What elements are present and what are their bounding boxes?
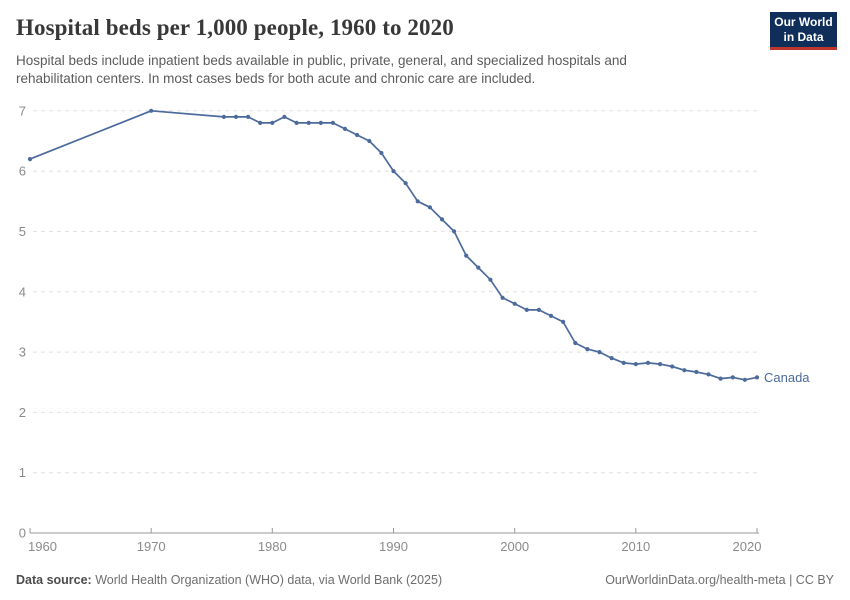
- data-point-marker[interactable]: [233, 114, 239, 119]
- data-point-marker[interactable]: [258, 120, 263, 125]
- data-point-marker[interactable]: [367, 138, 372, 144]
- chart-subtitle: Hospital beds include inpatient beds ava…: [16, 52, 850, 88]
- y-axis-tick-label: 2: [19, 405, 26, 420]
- data-point-marker[interactable]: [645, 360, 651, 365]
- data-point-marker[interactable]: [488, 277, 493, 282]
- data-point-marker[interactable]: [391, 169, 396, 174]
- data-point-marker[interactable]: [536, 307, 542, 312]
- data-point-marker[interactable]: [500, 295, 505, 300]
- x-axis-tick-label: 1960: [28, 539, 57, 554]
- data-point-marker[interactable]: [754, 375, 760, 380]
- series-end-label: Canada: [764, 370, 810, 385]
- chart-title: Hospital beds per 1,000 people, 1960 to …: [16, 15, 454, 40]
- data-point-marker[interactable]: [342, 126, 348, 131]
- data-point-marker[interactable]: [149, 108, 154, 113]
- data-point-marker[interactable]: [403, 181, 408, 186]
- data-point-marker[interactable]: [355, 132, 360, 138]
- data-point-marker[interactable]: [306, 120, 311, 125]
- data-point-marker[interactable]: [221, 114, 226, 119]
- owid-logo-line1: Our World: [774, 15, 833, 29]
- data-point-marker[interactable]: [658, 362, 663, 367]
- owid-logo[interactable]: Our World in Data: [770, 12, 837, 50]
- data-point-marker[interactable]: [439, 217, 445, 222]
- data-point-marker[interactable]: [379, 150, 384, 156]
- chart-header: Hospital beds per 1,000 people, 1960 to …: [0, 0, 850, 88]
- data-point-marker[interactable]: [27, 157, 33, 162]
- data-point-marker[interactable]: [694, 369, 699, 375]
- y-axis-tick-label: 3: [19, 345, 26, 360]
- data-point-marker[interactable]: [318, 120, 323, 125]
- y-axis-tick-label: 0: [19, 526, 26, 541]
- data-point-marker[interactable]: [476, 265, 481, 270]
- data-point-marker[interactable]: [524, 307, 529, 312]
- data-point-marker[interactable]: [512, 301, 517, 306]
- data-point-marker[interactable]: [730, 375, 735, 380]
- data-point-marker[interactable]: [682, 368, 687, 373]
- data-source-label: Data source:: [16, 573, 92, 587]
- data-point-marker[interactable]: [427, 205, 432, 210]
- data-point-marker[interactable]: [609, 356, 614, 361]
- data-point-marker[interactable]: [270, 120, 275, 125]
- data-point-marker[interactable]: [415, 199, 420, 204]
- data-point-marker[interactable]: [585, 347, 590, 352]
- chart-footer: Data source: World Health Organization (…: [16, 573, 834, 587]
- data-point-marker[interactable]: [561, 319, 566, 324]
- y-axis-tick-label: 1: [19, 465, 26, 480]
- attribution-link[interactable]: OurWorldinData.org/health-meta | CC BY: [605, 573, 834, 587]
- data-point-marker[interactable]: [670, 364, 675, 369]
- y-axis-tick-label: 4: [19, 284, 26, 299]
- data-point-marker[interactable]: [294, 120, 299, 125]
- data-source: Data source: World Health Organization (…: [16, 573, 442, 587]
- chart-subtitle-line2: rehabilitation centers. In most cases be…: [16, 71, 536, 86]
- x-axis-tick-label: 1980: [258, 539, 287, 554]
- data-point-marker[interactable]: [573, 340, 578, 346]
- x-axis-tick-label: 2000: [500, 539, 529, 554]
- data-point-marker[interactable]: [718, 376, 723, 381]
- owid-logo-line2: in Data: [783, 30, 824, 44]
- y-axis-tick-label: 5: [19, 224, 26, 239]
- data-point-marker[interactable]: [548, 313, 554, 318]
- data-point-marker[interactable]: [452, 229, 457, 234]
- series-line-canada[interactable]: [29, 109, 758, 381]
- y-axis-tick-label: 6: [19, 164, 26, 179]
- data-point-marker[interactable]: [633, 362, 638, 367]
- x-axis-tick-label: 2010: [621, 539, 650, 554]
- data-point-marker[interactable]: [621, 360, 626, 365]
- data-point-marker[interactable]: [464, 253, 469, 258]
- x-axis-tick-label: 2020: [733, 539, 762, 554]
- x-axis-tick-label: 1970: [137, 539, 166, 554]
- y-axis-tick-label: 7: [19, 103, 26, 118]
- data-point-marker[interactable]: [597, 350, 602, 355]
- data-source-text: World Health Organization (WHO) data, vi…: [91, 573, 443, 587]
- data-point-marker[interactable]: [706, 372, 711, 377]
- x-axis-tick-label: 1990: [379, 539, 408, 554]
- chart-subtitle-line1: Hospital beds include inpatient beds ava…: [16, 53, 627, 68]
- data-point-marker[interactable]: [282, 114, 287, 119]
- data-point-marker[interactable]: [742, 377, 748, 382]
- data-point-marker[interactable]: [330, 120, 335, 125]
- data-point-marker[interactable]: [246, 114, 251, 119]
